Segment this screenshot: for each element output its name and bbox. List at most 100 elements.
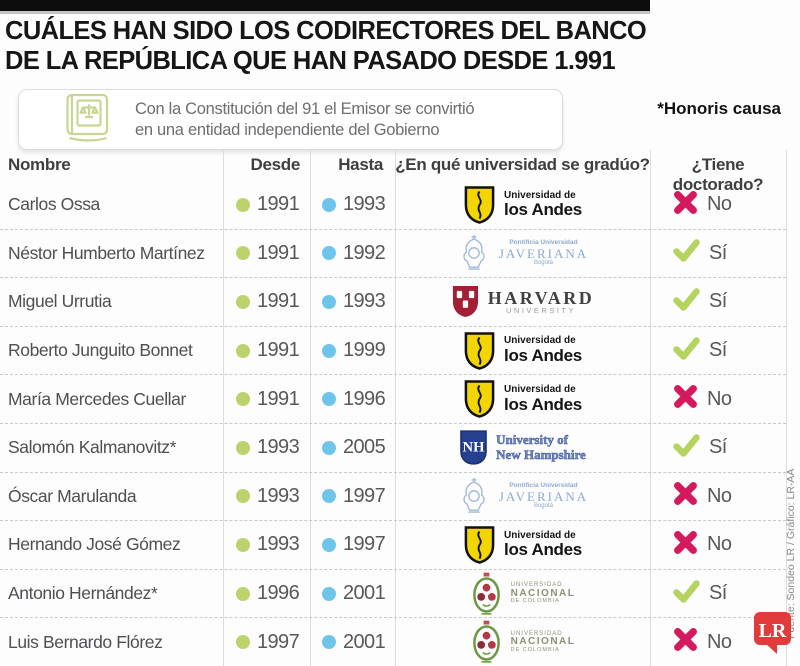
uniandes-label-1: Universidad de: [504, 529, 576, 541]
doctorate-label: Sí: [709, 436, 727, 459]
doctorate-label: No: [707, 533, 732, 556]
desde-year: 1991: [257, 339, 300, 362]
hasta-dot: [322, 246, 336, 261]
hasta-year: 2001: [343, 630, 386, 653]
hasta-cell: 1999: [310, 327, 395, 375]
university-cell: HARVARD UNIVERSITY: [395, 278, 650, 326]
desde-year: 1991: [257, 387, 300, 410]
hasta-cell: 1996: [310, 375, 395, 423]
javeriana-logo: Pontificia Universidad JAVERIANA Bogotá: [457, 476, 588, 516]
header-doctorado: ¿Tiene doctorado?: [672, 155, 764, 194]
desde-dot: [236, 440, 250, 455]
desde-year: 1997: [257, 630, 300, 653]
doctorate-cell: Sí: [650, 278, 786, 326]
table-row: Miguel Urrutia 1991 1993 HARVARD UNIVERS…: [0, 277, 786, 326]
doctorate-icon-slot: [673, 530, 698, 560]
hasta-dot: [322, 294, 336, 309]
doctorate-icon-slot: [673, 288, 700, 316]
unal-logo: UNIVERSIDAD NACIONAL DE COLOMBIA: [470, 571, 576, 617]
university-cell: UNIVERSIDAD NACIONAL DE COLOMBIA: [395, 570, 650, 618]
codirector-name: Salomón Kalmanovitz*: [8, 437, 177, 458]
doctorate-label: Sí: [709, 290, 727, 313]
hasta-cell: 1997: [310, 521, 395, 569]
university-cell: Universidad de los Andes: [395, 521, 650, 569]
desde-dot: [236, 489, 250, 504]
page-title-line1: CUÁLES HAN SIDO LOS CODIRECTORES DEL BAN…: [5, 17, 647, 45]
header-hasta: Hasta: [338, 155, 383, 174]
column-divider: [310, 150, 311, 666]
codirector-name: María Mercedes Cuellar: [8, 388, 186, 409]
doctorate-icon-slot: [673, 434, 700, 462]
codirector-name: Óscar Marulanda: [8, 485, 137, 506]
codirector-name: Hernando José Gómez: [8, 534, 181, 555]
top-accent-bar: [0, 0, 650, 11]
doctorate-cell: Sí: [650, 230, 786, 278]
uniandes-label-2: los Andes: [504, 540, 582, 560]
hasta-dot: [322, 537, 336, 552]
check-icon: [673, 434, 700, 462]
column-divider: [650, 150, 651, 666]
hasta-cell: 1992: [310, 230, 395, 278]
desde-dot: [236, 343, 250, 358]
header-desde: Desde: [250, 155, 300, 174]
uniandes-label-1: Universidad de: [504, 189, 576, 201]
desde-cell: 1991: [223, 375, 310, 423]
harvard-logo: HARVARD UNIVERSITY: [451, 284, 595, 319]
javeriana-logo: Pontificia Universidad JAVERIANA Bogotá: [457, 233, 588, 273]
hasta-dot: [322, 489, 336, 504]
unal-label-3: DE COLOMBIA: [510, 598, 560, 605]
doctorate-cell: No: [650, 521, 786, 569]
unh-logo: NH University of New Hampshire: [459, 429, 586, 466]
uniandes-logo: Universidad de los Andes: [463, 525, 582, 565]
uniandes-label-2: los Andes: [504, 345, 582, 365]
hasta-year: 1996: [343, 387, 386, 410]
desde-cell: 1993: [223, 473, 310, 521]
harvard-label-1: HARVARD: [487, 287, 595, 308]
doctorate-label: No: [707, 484, 732, 507]
desde-cell: 1997: [223, 618, 310, 666]
desde-dot: [236, 246, 250, 261]
table-row: Salomón Kalmanovitz* 1993 2005 NH Univer…: [0, 422, 786, 472]
university-cell: Universidad de los Andes: [395, 375, 650, 423]
codirector-name: Carlos Ossa: [8, 194, 100, 215]
page-title: CUÁLES HAN SIDO LOS CODIRECTORES DEL BAN…: [5, 16, 705, 76]
doctorate-cell: No: [650, 473, 786, 521]
university-cell: Pontificia Universidad JAVERIANA Bogotá: [395, 230, 650, 278]
uniandes-label-1: Universidad de: [504, 384, 576, 395]
doctorate-label: No: [707, 193, 732, 216]
cross-icon: [673, 384, 698, 414]
desde-dot: [236, 586, 250, 601]
doctorate-icon-slot: [673, 627, 698, 657]
doctorate-cell: No: [650, 618, 786, 666]
unal-logo: UNIVERSIDAD NACIONAL DE COLOMBIA: [470, 619, 576, 665]
doctorate-label: Sí: [709, 339, 727, 362]
doctorate-icon-slot: [673, 190, 698, 220]
desde-cell: 1991: [223, 278, 310, 326]
doctorate-label: Sí: [709, 241, 727, 264]
uniandes-logo: Universidad de los Andes: [463, 331, 582, 371]
hasta-year: 1993: [343, 193, 386, 216]
doctorate-label: No: [707, 630, 732, 653]
doctorate-cell: Sí: [650, 570, 786, 618]
uniandes-label-1: Universidad de: [504, 335, 576, 347]
unal-label-2: NACIONAL: [510, 636, 576, 648]
hasta-year: 1997: [343, 533, 386, 556]
table-row: Óscar Marulanda 1993 1997 Pontificia Uni…: [0, 471, 786, 521]
desde-cell: 1991: [223, 230, 310, 278]
table-header: Nombre Desde Hasta ¿En qué universidad s…: [0, 153, 786, 194]
unh-label-2: New Hampshire: [496, 446, 586, 462]
hasta-year: 2005: [343, 436, 386, 459]
desde-cell: 1993: [223, 521, 310, 569]
check-icon: [673, 336, 700, 365]
svg-text:LR: LR: [759, 620, 787, 642]
table-row: Roberto Junguito Bonnet 1991 1999 Univer…: [0, 325, 786, 375]
table-row: Carlos Ossa 1991 1993 Universidad de los…: [0, 181, 786, 229]
context-note-line2: en una entidad independiente del Gobiern…: [135, 120, 440, 139]
source-credit: Fuente: Sondeo LR / Gráfico: LR-AA: [785, 468, 797, 639]
column-divider: [786, 150, 787, 666]
hasta-dot: [322, 440, 336, 455]
doctorate-icon-slot: [673, 239, 700, 267]
constitution-book-icon: [63, 91, 113, 148]
hasta-year: 2001: [343, 582, 386, 605]
hasta-cell: 2001: [310, 570, 395, 618]
